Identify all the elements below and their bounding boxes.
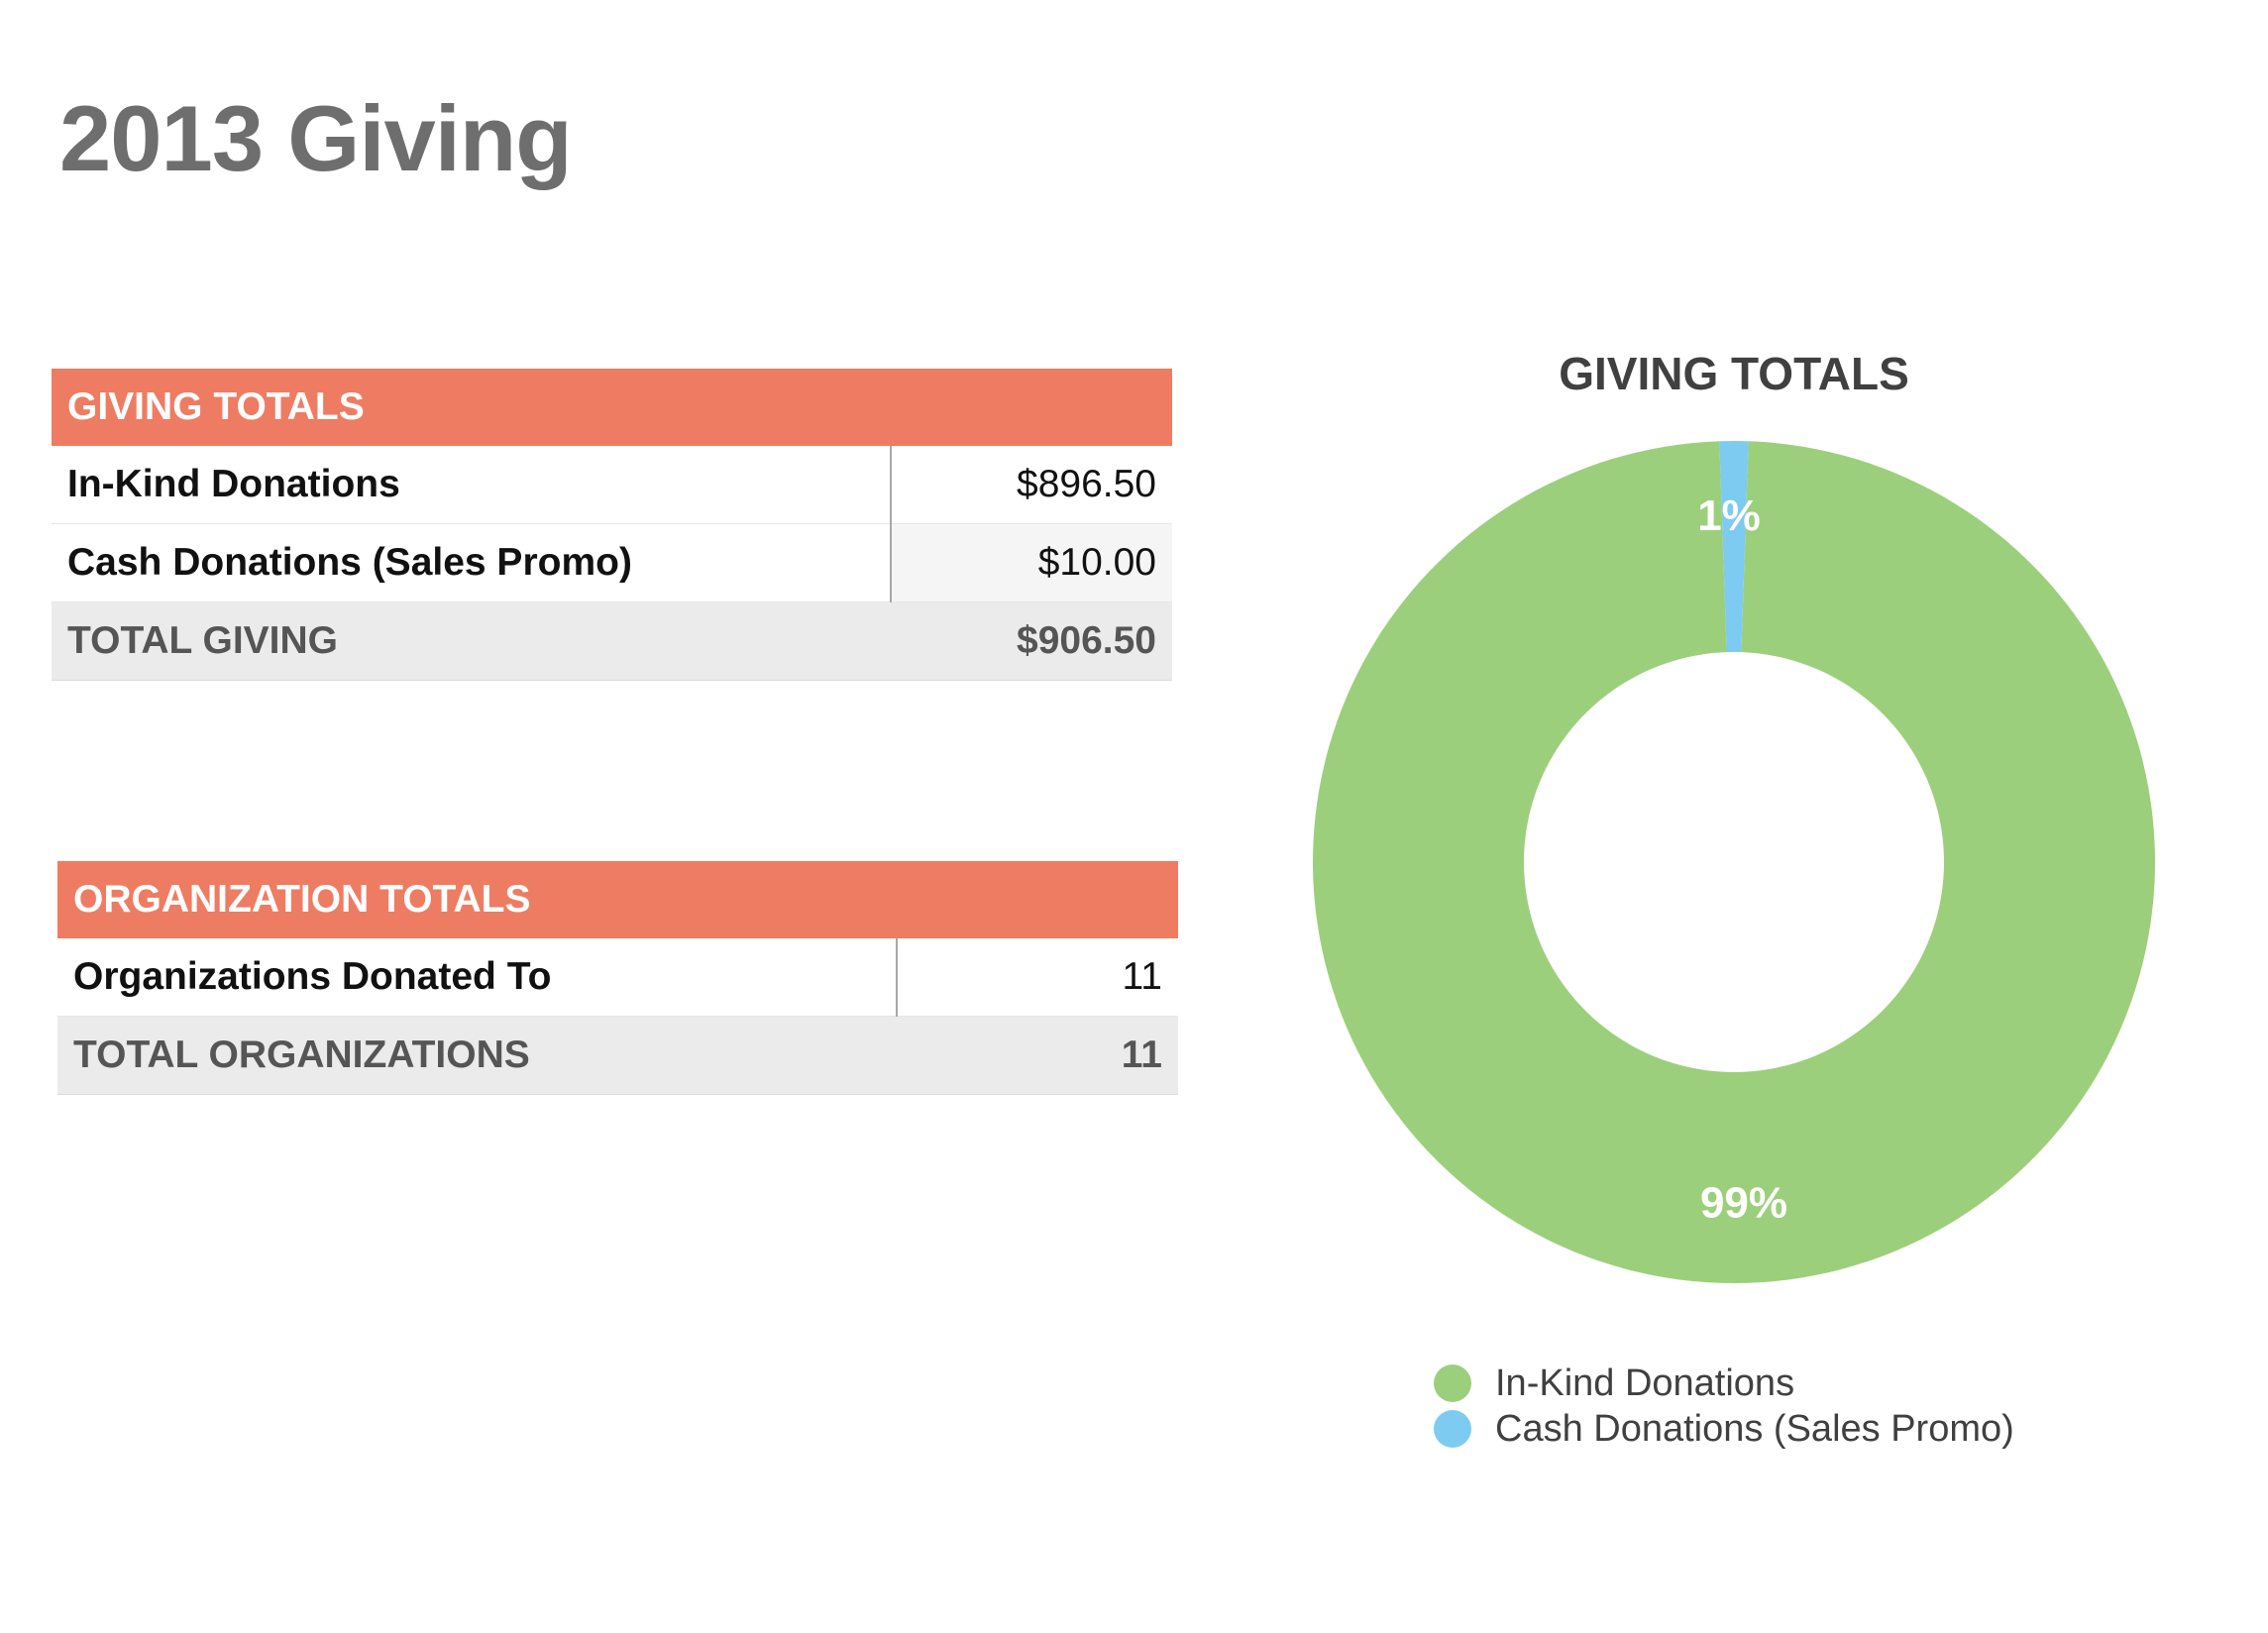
- chart-title: GIVING TOTALS: [1559, 348, 1909, 399]
- chart-legend: In-Kind Donations Cash Donations (Sales P…: [1434, 1361, 2014, 1452]
- organization-totals-header: ORGANIZATION TOTALS: [57, 861, 1178, 938]
- page-title: 2013 Giving: [59, 86, 573, 190]
- legend-label: In-Kind Donations: [1495, 1361, 1795, 1404]
- giving-totals-header: GIVING TOTALS: [52, 369, 1172, 446]
- total-organizations-label: TOTAL ORGANIZATIONS: [57, 1016, 897, 1095]
- legend-item: Cash Donations (Sales Promo): [1434, 1406, 2014, 1452]
- table-row: In-Kind Donations $896.50: [52, 446, 1172, 524]
- row-value: 11: [897, 938, 1178, 1017]
- row-label: Organizations Donated To: [57, 938, 898, 1017]
- donut-chart: 99% 1%: [1313, 441, 2155, 1283]
- table-row: Cash Donations (Sales Promo) $10.00: [52, 523, 1172, 602]
- data-label-cash: 1%: [1697, 491, 1761, 540]
- total-organizations-value: 11: [897, 1016, 1178, 1095]
- row-label: In-Kind Donations: [52, 446, 892, 524]
- legend-swatch: [1434, 1410, 1471, 1448]
- donut-slice-in-kind: [1313, 441, 2155, 1283]
- row-value: $10.00: [891, 523, 1172, 602]
- legend-swatch: [1434, 1364, 1471, 1402]
- total-row: TOTAL GIVING $906.50: [52, 601, 1172, 681]
- total-giving-label: TOTAL GIVING: [52, 601, 891, 681]
- total-row: TOTAL ORGANIZATIONS 11: [57, 1016, 1178, 1095]
- donut-slice-cash: [1719, 441, 1749, 653]
- legend-label: Cash Donations (Sales Promo): [1495, 1407, 2014, 1450]
- row-value: $896.50: [891, 446, 1172, 524]
- data-label-in-kind: 99%: [1700, 1179, 1787, 1228]
- legend-item: In-Kind Donations: [1434, 1361, 2014, 1406]
- giving-totals-chart: GIVING TOTALS 99% 1% In-Kind Donations Cas…: [1288, 317, 2180, 1486]
- total-giving-value: $906.50: [891, 601, 1172, 681]
- giving-totals-table: GIVING TOTALS In-Kind Donations $896.50 …: [52, 369, 1172, 681]
- organization-totals-table: ORGANIZATION TOTALS Organizations Donate…: [57, 861, 1178, 1095]
- row-label: Cash Donations (Sales Promo): [52, 523, 892, 602]
- table-row: Organizations Donated To 11: [57, 938, 1178, 1017]
